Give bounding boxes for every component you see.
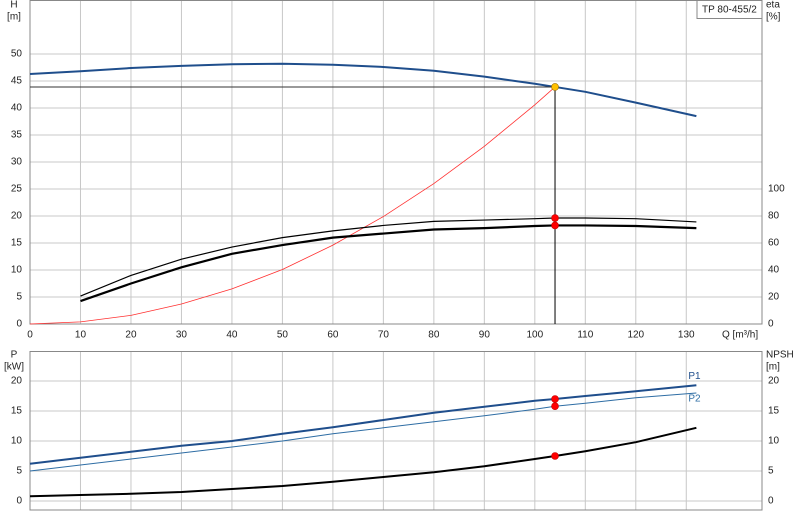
- y-tick-label: 50: [11, 49, 23, 60]
- y-axis-label: H: [10, 0, 17, 11]
- duty-point: [551, 83, 559, 91]
- x-axis-label: Q [m³/h]: [722, 330, 758, 341]
- y-tick-label: 35: [11, 130, 23, 141]
- y-tick-label: 10: [11, 436, 23, 447]
- y-axis-unit: [m]: [7, 12, 21, 23]
- curve: [80, 217, 697, 297]
- y2-tick-label: 40: [768, 265, 780, 276]
- y2-axis-unit: [%]: [766, 12, 781, 23]
- y2-tick-label: 10: [768, 436, 780, 447]
- y2-axis-unit: [m]: [766, 362, 780, 373]
- y-tick-label: 5: [16, 466, 22, 477]
- x-tick-label: 80: [428, 330, 440, 341]
- curve: [29, 62, 697, 118]
- curve: [29, 86, 556, 325]
- y-axis-unit: [kW]: [4, 362, 24, 373]
- y2-tick-label: 0: [768, 319, 774, 330]
- curve: [29, 392, 697, 472]
- y-tick-label: 15: [11, 238, 23, 249]
- y2-tick-label: 15: [768, 406, 780, 417]
- y-tick-label: 15: [11, 406, 23, 417]
- plot-frame: [29, 351, 763, 511]
- curve-label: P2: [688, 394, 701, 405]
- curve: [29, 384, 697, 465]
- legend-box: [696, 0, 763, 19]
- x-tick-label: 70: [378, 330, 390, 341]
- x-tick-label: 130: [678, 330, 695, 341]
- y-tick-label: 20: [11, 376, 23, 387]
- y-tick-label: 5: [16, 292, 22, 303]
- x-tick-label: 100: [526, 330, 543, 341]
- x-tick-label: 90: [479, 330, 491, 341]
- y-tick-label: 10: [11, 265, 23, 276]
- y-tick-label: 20: [11, 211, 23, 222]
- x-tick-label: 120: [627, 330, 644, 341]
- y2-tick-label: 100: [768, 184, 785, 195]
- legend-title: TP 80-455/2: [702, 5, 757, 16]
- duty-point: [551, 452, 559, 460]
- curve: [80, 224, 697, 303]
- x-tick-label: 110: [577, 330, 593, 341]
- y2-tick-label: 20: [768, 376, 780, 387]
- x-tick-label: 30: [176, 330, 188, 341]
- duty-point: [551, 214, 559, 222]
- x-tick-label: 20: [125, 330, 137, 341]
- y-tick-label: 0: [16, 319, 22, 330]
- y2-tick-label: 80: [768, 211, 780, 222]
- x-tick-label: 60: [327, 330, 339, 341]
- x-tick-label: 10: [75, 330, 87, 341]
- duty-point: [551, 402, 559, 411]
- y2-tick-label: 60: [768, 238, 780, 249]
- curve: [29, 426, 697, 498]
- y-tick-label: 25: [11, 184, 23, 195]
- duty-point: [551, 221, 559, 230]
- curve-label: P1: [688, 371, 701, 382]
- y-tick-label: 30: [11, 157, 23, 168]
- y2-tick-label: 5: [768, 466, 774, 477]
- y2-axis-label: NPSH: [766, 350, 794, 361]
- y-axis-label: P: [11, 350, 18, 361]
- y2-tick-label: 0: [768, 496, 774, 507]
- y-tick-label: 40: [11, 103, 23, 114]
- plot-frame: [29, 0, 763, 325]
- y2-tick-label: 20: [768, 292, 780, 303]
- y2-axis-label: eta: [766, 0, 780, 11]
- duty-point: [551, 395, 559, 403]
- x-tick-label: 50: [277, 330, 289, 341]
- x-tick-label: 40: [226, 330, 238, 341]
- x-tick-label: 0: [27, 330, 33, 341]
- y-tick-label: 45: [11, 76, 23, 87]
- y-tick-label: 0: [16, 496, 22, 507]
